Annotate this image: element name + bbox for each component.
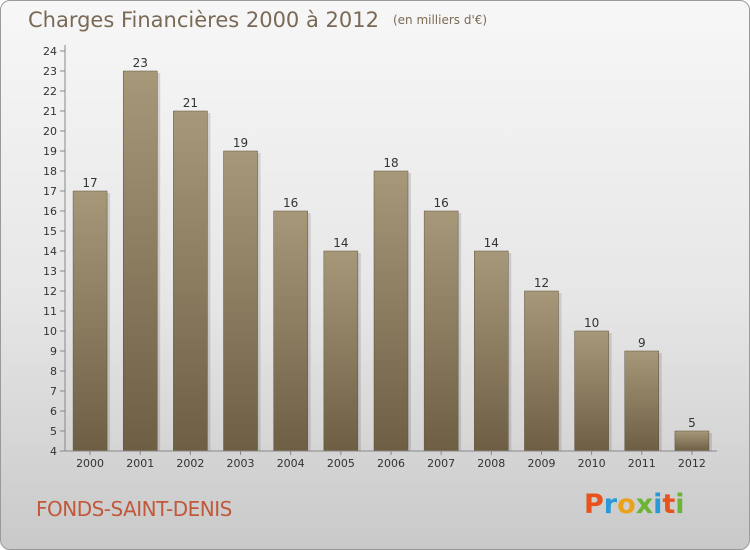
- y-tick-label: 9: [50, 345, 57, 358]
- y-tick-label: 15: [43, 225, 57, 238]
- y-tick-label: 17: [43, 185, 57, 198]
- commune-name: FONDS-SAINT-DENIS: [36, 497, 232, 521]
- value-label: 23: [133, 56, 148, 70]
- y-tick-label: 8: [50, 365, 57, 378]
- y-tick-label: 22: [43, 85, 57, 98]
- y-tick-label: 19: [43, 145, 57, 158]
- chart-unit: (en milliers d'€): [392, 13, 488, 27]
- x-tick-label: 2001: [126, 457, 154, 470]
- x-tick-label: 2005: [327, 457, 355, 470]
- bar: [273, 210, 308, 452]
- y-tick-label: 16: [43, 205, 57, 218]
- logo-letter: i: [675, 489, 685, 520]
- y-tick-label: 14: [43, 245, 57, 258]
- logo-letter: o: [617, 489, 636, 520]
- value-label: 14: [484, 236, 499, 250]
- y-tick-label: 11: [43, 305, 57, 318]
- logo-letter: i: [653, 489, 663, 520]
- bar: [574, 330, 609, 452]
- value-label: 19: [233, 136, 248, 150]
- bar: [423, 210, 459, 452]
- value-label: 17: [82, 176, 97, 190]
- x-tick-label: 2002: [176, 457, 204, 470]
- y-tick-label: 13: [43, 265, 57, 278]
- value-label: 21: [183, 96, 198, 110]
- x-tick-label: 2000: [76, 457, 104, 470]
- x-tick-label: 2010: [578, 457, 606, 470]
- value-label: 16: [283, 196, 298, 210]
- value-label: 10: [584, 316, 599, 330]
- chart-title: Charges Financières 2000 à 2012 (en milli…: [28, 8, 487, 32]
- y-tick-label: 18: [43, 165, 57, 178]
- x-tick-label: 2008: [477, 457, 505, 470]
- bar: [323, 250, 359, 452]
- y-tick-label: 5: [50, 425, 57, 438]
- x-tick-label: 2006: [377, 457, 405, 470]
- y-tick-label: 24: [43, 45, 57, 58]
- y-tick-label: 20: [43, 125, 57, 138]
- y-tick-label: 23: [43, 65, 57, 78]
- y-tick-label: 6: [50, 405, 57, 418]
- y-tick-label: 7: [50, 385, 57, 398]
- logo-letter: P: [584, 489, 604, 520]
- bar: [223, 150, 258, 452]
- bar: [624, 350, 660, 452]
- logo-letter: x: [635, 489, 654, 520]
- logo-letter: r: [603, 489, 618, 520]
- y-tick-label: 21: [43, 105, 57, 118]
- value-label: 16: [434, 196, 449, 210]
- y-tick-label: 4: [50, 445, 57, 458]
- bar: [674, 430, 710, 452]
- bar: [524, 290, 559, 452]
- x-tick-label: 2004: [277, 457, 305, 470]
- chart-title-text: Charges Financières 2000 à 2012: [28, 8, 379, 32]
- y-tick-label: 10: [43, 325, 57, 338]
- proxiti-logo: Proxiti: [584, 489, 685, 520]
- value-label: 5: [688, 416, 696, 430]
- x-tick-label: 2009: [527, 457, 555, 470]
- value-label: 9: [638, 336, 646, 350]
- x-tick-label: 2007: [427, 457, 455, 470]
- value-label: 14: [333, 236, 348, 250]
- bar: [474, 250, 509, 452]
- bar: [373, 170, 409, 452]
- value-label: 12: [534, 276, 549, 290]
- x-tick-label: 2011: [628, 457, 656, 470]
- bar: [72, 190, 108, 452]
- bar: [122, 70, 158, 452]
- y-tick-label: 12: [43, 285, 57, 298]
- value-label: 18: [383, 156, 398, 170]
- x-tick-label: 2012: [678, 457, 706, 470]
- bar: [173, 110, 208, 452]
- x-tick-label: 2003: [227, 457, 255, 470]
- logo-letter: t: [662, 489, 676, 520]
